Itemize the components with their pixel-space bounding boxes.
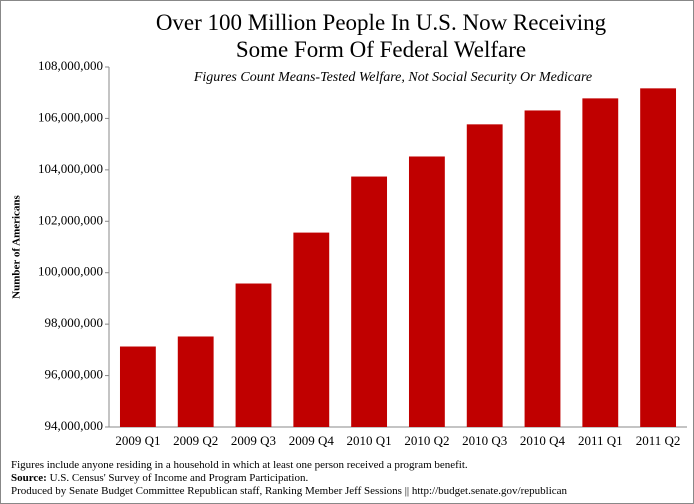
x-tick-label: 2010 Q2 bbox=[404, 433, 449, 448]
x-tick-label: 2009 Q3 bbox=[231, 433, 276, 448]
bar bbox=[119, 346, 156, 427]
note: Produced by Senate Budget Committee Repu… bbox=[11, 485, 568, 497]
y-tick-label: 108,000,000 bbox=[38, 58, 103, 73]
y-tick-label: 96,000,000 bbox=[45, 367, 104, 382]
bar bbox=[351, 176, 388, 427]
x-tick-label: 2011 Q2 bbox=[636, 433, 681, 448]
y-tick-label: 98,000,000 bbox=[45, 315, 104, 330]
bar bbox=[466, 124, 503, 427]
bar bbox=[293, 232, 330, 427]
x-tick-label: 2009 Q2 bbox=[173, 433, 218, 448]
y-tick-label: 94,000,000 bbox=[45, 418, 104, 433]
x-tick-label: 2009 Q4 bbox=[289, 433, 335, 448]
x-tick-label: 2009 Q1 bbox=[115, 433, 160, 448]
bar bbox=[177, 336, 214, 427]
bar bbox=[235, 283, 272, 427]
note: Source: U.S. Census' Survey of Income an… bbox=[11, 472, 308, 485]
x-tick-label: 2010 Q1 bbox=[347, 433, 392, 448]
x-tick-label: 2011 Q1 bbox=[578, 433, 623, 448]
source: U.S. Census' Survey of Income and Progra… bbox=[49, 472, 309, 484]
chart: Over 100 Million People In U.S. Now Rece… bbox=[11, 10, 687, 448]
x-tick-label: 2010 Q4 bbox=[520, 433, 566, 448]
bar bbox=[640, 88, 677, 427]
x-tick-label: 2010 Q3 bbox=[462, 433, 507, 448]
note: Figures include anyone residing in a hou… bbox=[11, 459, 468, 471]
y-tick-label: 102,000,000 bbox=[38, 212, 103, 227]
bar bbox=[582, 98, 619, 427]
chart-title: Over 100 Million People In U.S. Now Rece… bbox=[156, 10, 607, 62]
bar bbox=[408, 156, 445, 427]
y-tick-label: 106,000,000 bbox=[38, 109, 103, 124]
y-axis-label: Number of Americans bbox=[11, 194, 23, 298]
y-tick-label: 100,000,000 bbox=[38, 264, 103, 279]
y-tick-label: 104,000,000 bbox=[38, 161, 103, 176]
source-label: Source: bbox=[11, 472, 47, 484]
bar bbox=[524, 110, 561, 427]
chart-subtitle: Figures Count Means-Tested Welfare, Not … bbox=[193, 70, 592, 85]
